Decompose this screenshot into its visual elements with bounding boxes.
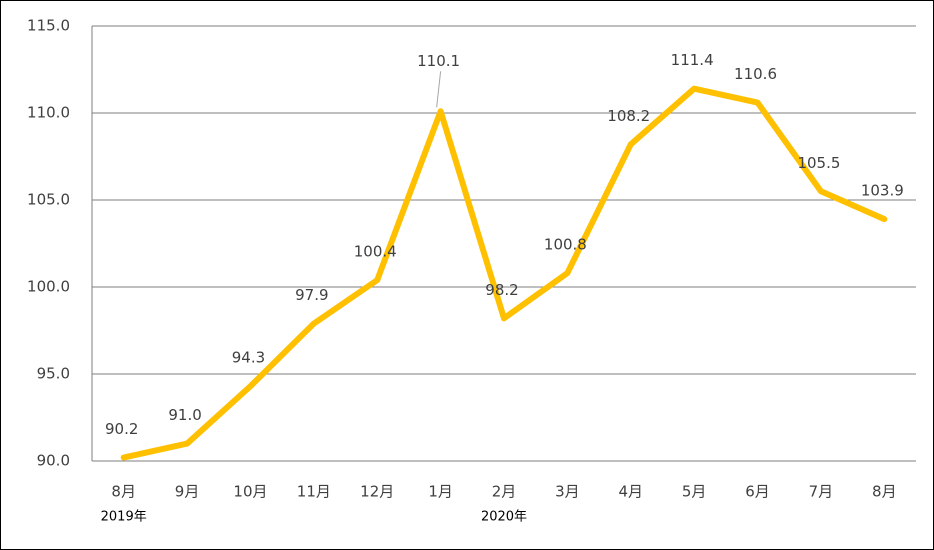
data-label: 103.9 (861, 182, 904, 200)
x-tick-label: 10月 (233, 483, 267, 501)
x-tick-label: 12月 (360, 483, 394, 501)
x-tick-label: 9月 (175, 483, 200, 501)
x-tick-label: 8月 (872, 483, 897, 501)
x-tick-label: 3月 (555, 483, 580, 501)
y-tick-label: 105.0 (27, 191, 70, 209)
year-label: 2019年 (101, 510, 147, 525)
x-tick-label: 2月 (492, 483, 517, 501)
y-tick-label: 95.0 (37, 365, 70, 383)
x-tick-label: 7月 (809, 483, 834, 501)
data-label: 111.4 (671, 51, 714, 69)
x-tick-label: 8月 (111, 483, 136, 501)
leader-line (436, 71, 442, 108)
data-label: 97.9 (295, 286, 328, 304)
x-tick-label: 1月 (428, 483, 453, 501)
y-tick-label: 90.0 (37, 452, 70, 470)
x-tick-label: 11月 (297, 483, 331, 501)
data-label: 110.1 (417, 52, 460, 70)
y-tick-label: 100.0 (27, 278, 70, 296)
data-label: 100.4 (354, 243, 397, 261)
data-label: 108.2 (607, 107, 650, 125)
y-tick-label: 110.0 (27, 104, 70, 122)
data-label: 94.3 (232, 349, 265, 367)
data-label: 90.2 (105, 420, 138, 438)
x-tick-label: 4月 (618, 483, 643, 501)
data-label: 105.5 (797, 154, 840, 172)
data-label: 98.2 (485, 281, 518, 299)
x-tick-label: 5月 (682, 483, 707, 501)
data-label: 110.6 (734, 65, 777, 83)
data-label: 100.8 (544, 236, 587, 254)
year-label: 2020年 (481, 510, 527, 525)
data-label: 91.0 (168, 406, 201, 424)
x-tick-label: 6月 (745, 483, 770, 501)
data-line (120, 85, 888, 461)
y-tick-label: 115.0 (27, 17, 70, 35)
